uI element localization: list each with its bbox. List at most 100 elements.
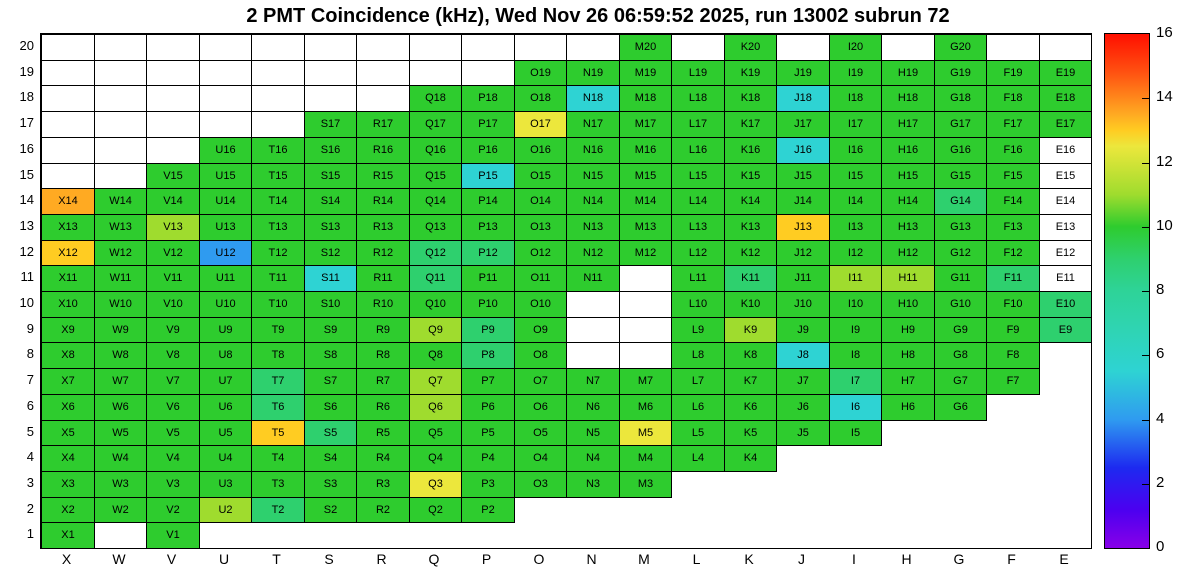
heatmap-cell: W2 bbox=[94, 497, 147, 523]
heatmap-cell: H13 bbox=[881, 214, 935, 241]
heatmap-cell: U8 bbox=[199, 342, 252, 369]
heatmap-cell: F16 bbox=[986, 137, 1040, 164]
heatmap-cell bbox=[461, 60, 515, 86]
heatmap-cell: V12 bbox=[146, 240, 200, 266]
heatmap-cell: I13 bbox=[829, 214, 882, 241]
x-axis-label: V bbox=[166, 551, 177, 567]
heatmap-cell: N13 bbox=[566, 214, 620, 241]
heatmap-cell: L16 bbox=[671, 137, 725, 164]
heatmap-cell: X14 bbox=[41, 188, 95, 215]
heatmap-cell: N3 bbox=[566, 471, 620, 498]
heatmap-cell: L17 bbox=[671, 111, 725, 138]
heatmap-cell: U10 bbox=[199, 291, 252, 318]
heatmap-cell: E11 bbox=[1039, 265, 1092, 292]
heatmap-cell: R12 bbox=[356, 240, 410, 266]
heatmap-cell: Q14 bbox=[409, 188, 462, 215]
heatmap-cell: O17 bbox=[514, 111, 567, 138]
heatmap-cell: N12 bbox=[566, 240, 620, 266]
heatmap-cell: F11 bbox=[986, 265, 1040, 292]
heatmap-cell: E17 bbox=[1039, 111, 1092, 138]
heatmap-cell: P6 bbox=[461, 394, 515, 421]
heatmap-cell: N5 bbox=[566, 420, 620, 446]
heatmap-cell: P17 bbox=[461, 111, 515, 138]
heatmap-cell: S17 bbox=[304, 111, 357, 138]
heatmap-cell: T4 bbox=[251, 445, 305, 472]
colorbar-tick bbox=[1142, 98, 1149, 99]
heatmap-cell: V5 bbox=[146, 420, 200, 446]
heatmap-cell: F9 bbox=[986, 317, 1040, 343]
heatmap-cell bbox=[199, 34, 252, 61]
heatmap-cell: E16 bbox=[1039, 137, 1092, 164]
heatmap-cell: G10 bbox=[934, 291, 987, 318]
heatmap-cell: R4 bbox=[356, 445, 410, 472]
x-axis-label: S bbox=[324, 551, 334, 567]
y-axis-label: 15 bbox=[19, 166, 34, 182]
heatmap-cell: P8 bbox=[461, 342, 515, 369]
heatmap-cell: K15 bbox=[724, 163, 777, 189]
heatmap-cell: U12 bbox=[199, 240, 252, 266]
x-axis-label: Q bbox=[428, 551, 440, 567]
heatmap-cell: V10 bbox=[146, 291, 200, 318]
heatmap-cell: V3 bbox=[146, 471, 200, 498]
heatmap-cell: M12 bbox=[619, 240, 672, 266]
heatmap-cell: J13 bbox=[776, 214, 830, 241]
heatmap-cell: H19 bbox=[881, 60, 935, 86]
heatmap-cell: V14 bbox=[146, 188, 200, 215]
heatmap-cell: U5 bbox=[199, 420, 252, 446]
x-axis-label: G bbox=[953, 551, 965, 567]
heatmap-cell bbox=[251, 60, 305, 86]
heatmap-cell: K5 bbox=[724, 420, 777, 446]
heatmap-cell: Q16 bbox=[409, 137, 462, 164]
heatmap-cell: U15 bbox=[199, 163, 252, 189]
heatmap-cell bbox=[1039, 34, 1092, 61]
heatmap-cell: S11 bbox=[304, 265, 357, 292]
heatmap-cell: T5 bbox=[251, 420, 305, 446]
heatmap-cell: J16 bbox=[776, 137, 830, 164]
heatmap-cell: G7 bbox=[934, 368, 987, 395]
heatmap-cell: T8 bbox=[251, 342, 305, 369]
heatmap-cell bbox=[251, 34, 305, 61]
heatmap-cell: S5 bbox=[304, 420, 357, 446]
heatmap-cell: L6 bbox=[671, 394, 725, 421]
heatmap-cell: I20 bbox=[829, 34, 882, 61]
heatmap-cell: E9 bbox=[1039, 317, 1092, 343]
heatmap-cell: P18 bbox=[461, 85, 515, 112]
heatmap-cell: G12 bbox=[934, 240, 987, 266]
heatmap-cell: O7 bbox=[514, 368, 567, 395]
heatmap-cell bbox=[41, 85, 95, 112]
heatmap-cell: O6 bbox=[514, 394, 567, 421]
heatmap-cell: L9 bbox=[671, 317, 725, 343]
heatmap-cell: O14 bbox=[514, 188, 567, 215]
heatmap-cell: K4 bbox=[724, 445, 777, 472]
heatmap-cell bbox=[566, 317, 620, 343]
heatmap-cell bbox=[199, 60, 252, 86]
heatmap-cell: M19 bbox=[619, 60, 672, 86]
heatmap-cell bbox=[146, 137, 200, 164]
heatmap-cell: K8 bbox=[724, 342, 777, 369]
heatmap-cell: R16 bbox=[356, 137, 410, 164]
heatmap-cell: R14 bbox=[356, 188, 410, 215]
y-axis-label: 8 bbox=[26, 346, 34, 361]
heatmap-cell: G11 bbox=[934, 265, 987, 292]
heatmap-cell: S3 bbox=[304, 471, 357, 498]
heatmap-cell: T14 bbox=[251, 188, 305, 215]
heatmap-cell: E10 bbox=[1039, 291, 1092, 318]
heatmap-cell: W7 bbox=[94, 368, 147, 395]
heatmap-cell bbox=[671, 34, 725, 61]
heatmap-cell: L14 bbox=[671, 188, 725, 215]
heatmap-cell: S15 bbox=[304, 163, 357, 189]
heatmap-cell bbox=[986, 34, 1040, 61]
heatmap-cell: U2 bbox=[199, 497, 252, 523]
heatmap-cell: J10 bbox=[776, 291, 830, 318]
heatmap-cell: L11 bbox=[671, 265, 725, 292]
colorbar-tick-label: 4 bbox=[1156, 409, 1165, 427]
y-axis-label: 10 bbox=[19, 295, 34, 310]
heatmap-cell: Q3 bbox=[409, 471, 462, 498]
heatmap-cell bbox=[94, 163, 147, 189]
heatmap-cell: H18 bbox=[881, 85, 935, 112]
heatmap-cell: L4 bbox=[671, 445, 725, 472]
heatmap-cell: H17 bbox=[881, 111, 935, 138]
heatmap-cell: T12 bbox=[251, 240, 305, 266]
heatmap-cell bbox=[881, 34, 935, 61]
heatmap-cell: G13 bbox=[934, 214, 987, 241]
